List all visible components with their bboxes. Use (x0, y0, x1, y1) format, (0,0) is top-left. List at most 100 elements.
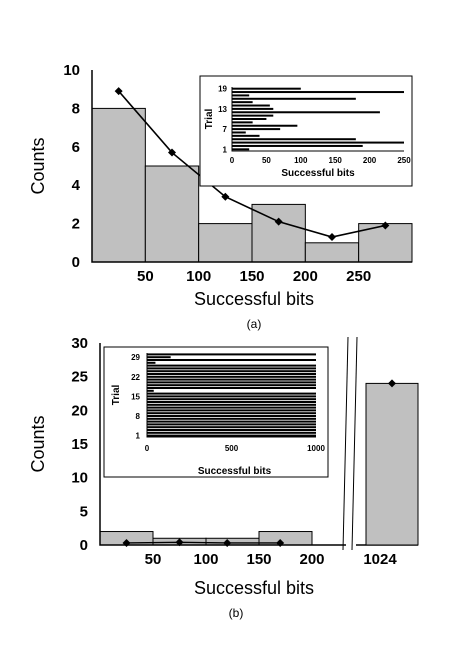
y-axis-label: Counts (28, 415, 48, 472)
y-tick-label: 0 (80, 537, 88, 554)
inset-bar (232, 87, 301, 90)
inset-y-axis-label: Trial (111, 385, 122, 406)
y-tick-label: 10 (63, 62, 80, 79)
axis-break-mark (342, 336, 349, 551)
inset-bar (147, 401, 316, 403)
y-tick-label: 25 (71, 369, 88, 386)
inset-bar (232, 128, 281, 131)
y-tick-label: 2 (72, 216, 80, 233)
inset-bar (147, 364, 316, 367)
axis-break-mark (351, 336, 358, 551)
histogram-bar (304, 242, 360, 263)
inset-axes (231, 87, 404, 152)
inset-y-tick-label: 29 (131, 353, 140, 362)
inset-bar (147, 373, 316, 375)
inset-bar (232, 121, 253, 124)
inset-bar (147, 378, 316, 381)
inset-bar (147, 403, 316, 406)
data-point (175, 538, 184, 547)
inset-x-tick-label: 200 (363, 156, 377, 165)
inset-bar (232, 141, 404, 144)
inset-x-tick-label: 150 (329, 156, 343, 165)
x-tick-label: 250 (346, 268, 371, 285)
inset-bar (147, 384, 316, 387)
inset-bar (147, 431, 316, 434)
inset-bar (147, 412, 316, 415)
subtitle: (a) (247, 317, 262, 331)
x-tick-label: 100 (186, 268, 211, 285)
y-tick-label: 10 (71, 470, 88, 487)
inset-bar (147, 429, 316, 431)
inset-x-tick-label: 1000 (307, 444, 325, 453)
y-tick-label: 6 (72, 139, 80, 156)
series-line (126, 541, 281, 544)
inset-y-axis-label: Trial (204, 109, 215, 130)
inset-y-tick-label: 19 (218, 85, 227, 94)
y-tick-label: 4 (72, 177, 81, 194)
inset-bar (147, 353, 316, 356)
y-tick-label: 20 (71, 402, 88, 419)
inset-bar (147, 423, 316, 426)
inset-bar (232, 91, 404, 94)
inset-y-tick-label: 1 (136, 432, 141, 441)
histogram-bar (91, 107, 146, 263)
inset-bar (232, 94, 250, 97)
inset-frame (199, 75, 413, 187)
inset-y-tick-label: 15 (131, 392, 140, 401)
inset-bar (147, 367, 316, 370)
inset-x-axis-label: Successful bits (198, 466, 272, 477)
inset-bar (147, 415, 316, 417)
inset-bar (147, 406, 316, 409)
inset-bar (147, 395, 316, 398)
x-tick-label: 50 (145, 551, 162, 568)
inset-bar (147, 389, 154, 392)
inset-bar (232, 124, 298, 127)
y-axis-label: Counts (28, 137, 48, 194)
data-point (223, 538, 232, 547)
inset-x-axis-label: Successful bits (281, 168, 355, 179)
inset-bar (147, 381, 316, 384)
data-point (168, 148, 176, 157)
data-point (274, 217, 283, 226)
x-tick-label: 200 (299, 551, 324, 568)
histogram-bar (205, 537, 260, 546)
data-point (276, 538, 285, 547)
inset-bar (232, 101, 253, 104)
inset-bar (147, 375, 316, 378)
inset-bar (147, 434, 316, 437)
axes-frame (99, 343, 346, 546)
inset-bar (232, 134, 260, 137)
inset-bar (232, 111, 380, 114)
inset-bar (232, 148, 250, 151)
inset-bar (232, 118, 267, 120)
inset-bar (147, 359, 316, 361)
y-tick-label: 0 (72, 254, 80, 271)
data-point (381, 221, 390, 230)
y-tick-label: 15 (71, 436, 88, 453)
inset-bar (147, 417, 316, 420)
inset-bar (232, 97, 356, 100)
inset-x-tick-label: 250 (397, 156, 411, 165)
inset-y-tick-label: 13 (218, 105, 227, 114)
x-tick-label: 200 (293, 268, 318, 285)
inset-bar (147, 361, 156, 364)
inset-y-tick-label: 1 (223, 145, 228, 154)
x-axis-label: Successful bits (194, 289, 314, 309)
inset-x-tick-label: 500 (225, 444, 239, 453)
inset-bar (232, 138, 356, 141)
histogram-bar (144, 165, 200, 263)
inset-bar (147, 398, 316, 401)
y-tick-label: 5 (80, 503, 88, 520)
inset-bar (147, 387, 316, 389)
inset-x-tick-label: 0 (145, 444, 150, 453)
histogram-bar (198, 223, 253, 263)
x-tick-label: 50 (137, 268, 154, 285)
inset-axes (146, 353, 316, 438)
data-point (328, 233, 336, 242)
x-tick-label: 100 (193, 551, 218, 568)
data-point-1024 (388, 379, 396, 388)
y-tick-label: 8 (72, 100, 80, 117)
inset-bar (232, 131, 246, 134)
x-axis-label: Successful bits (194, 578, 314, 598)
inset-bar (147, 409, 316, 412)
